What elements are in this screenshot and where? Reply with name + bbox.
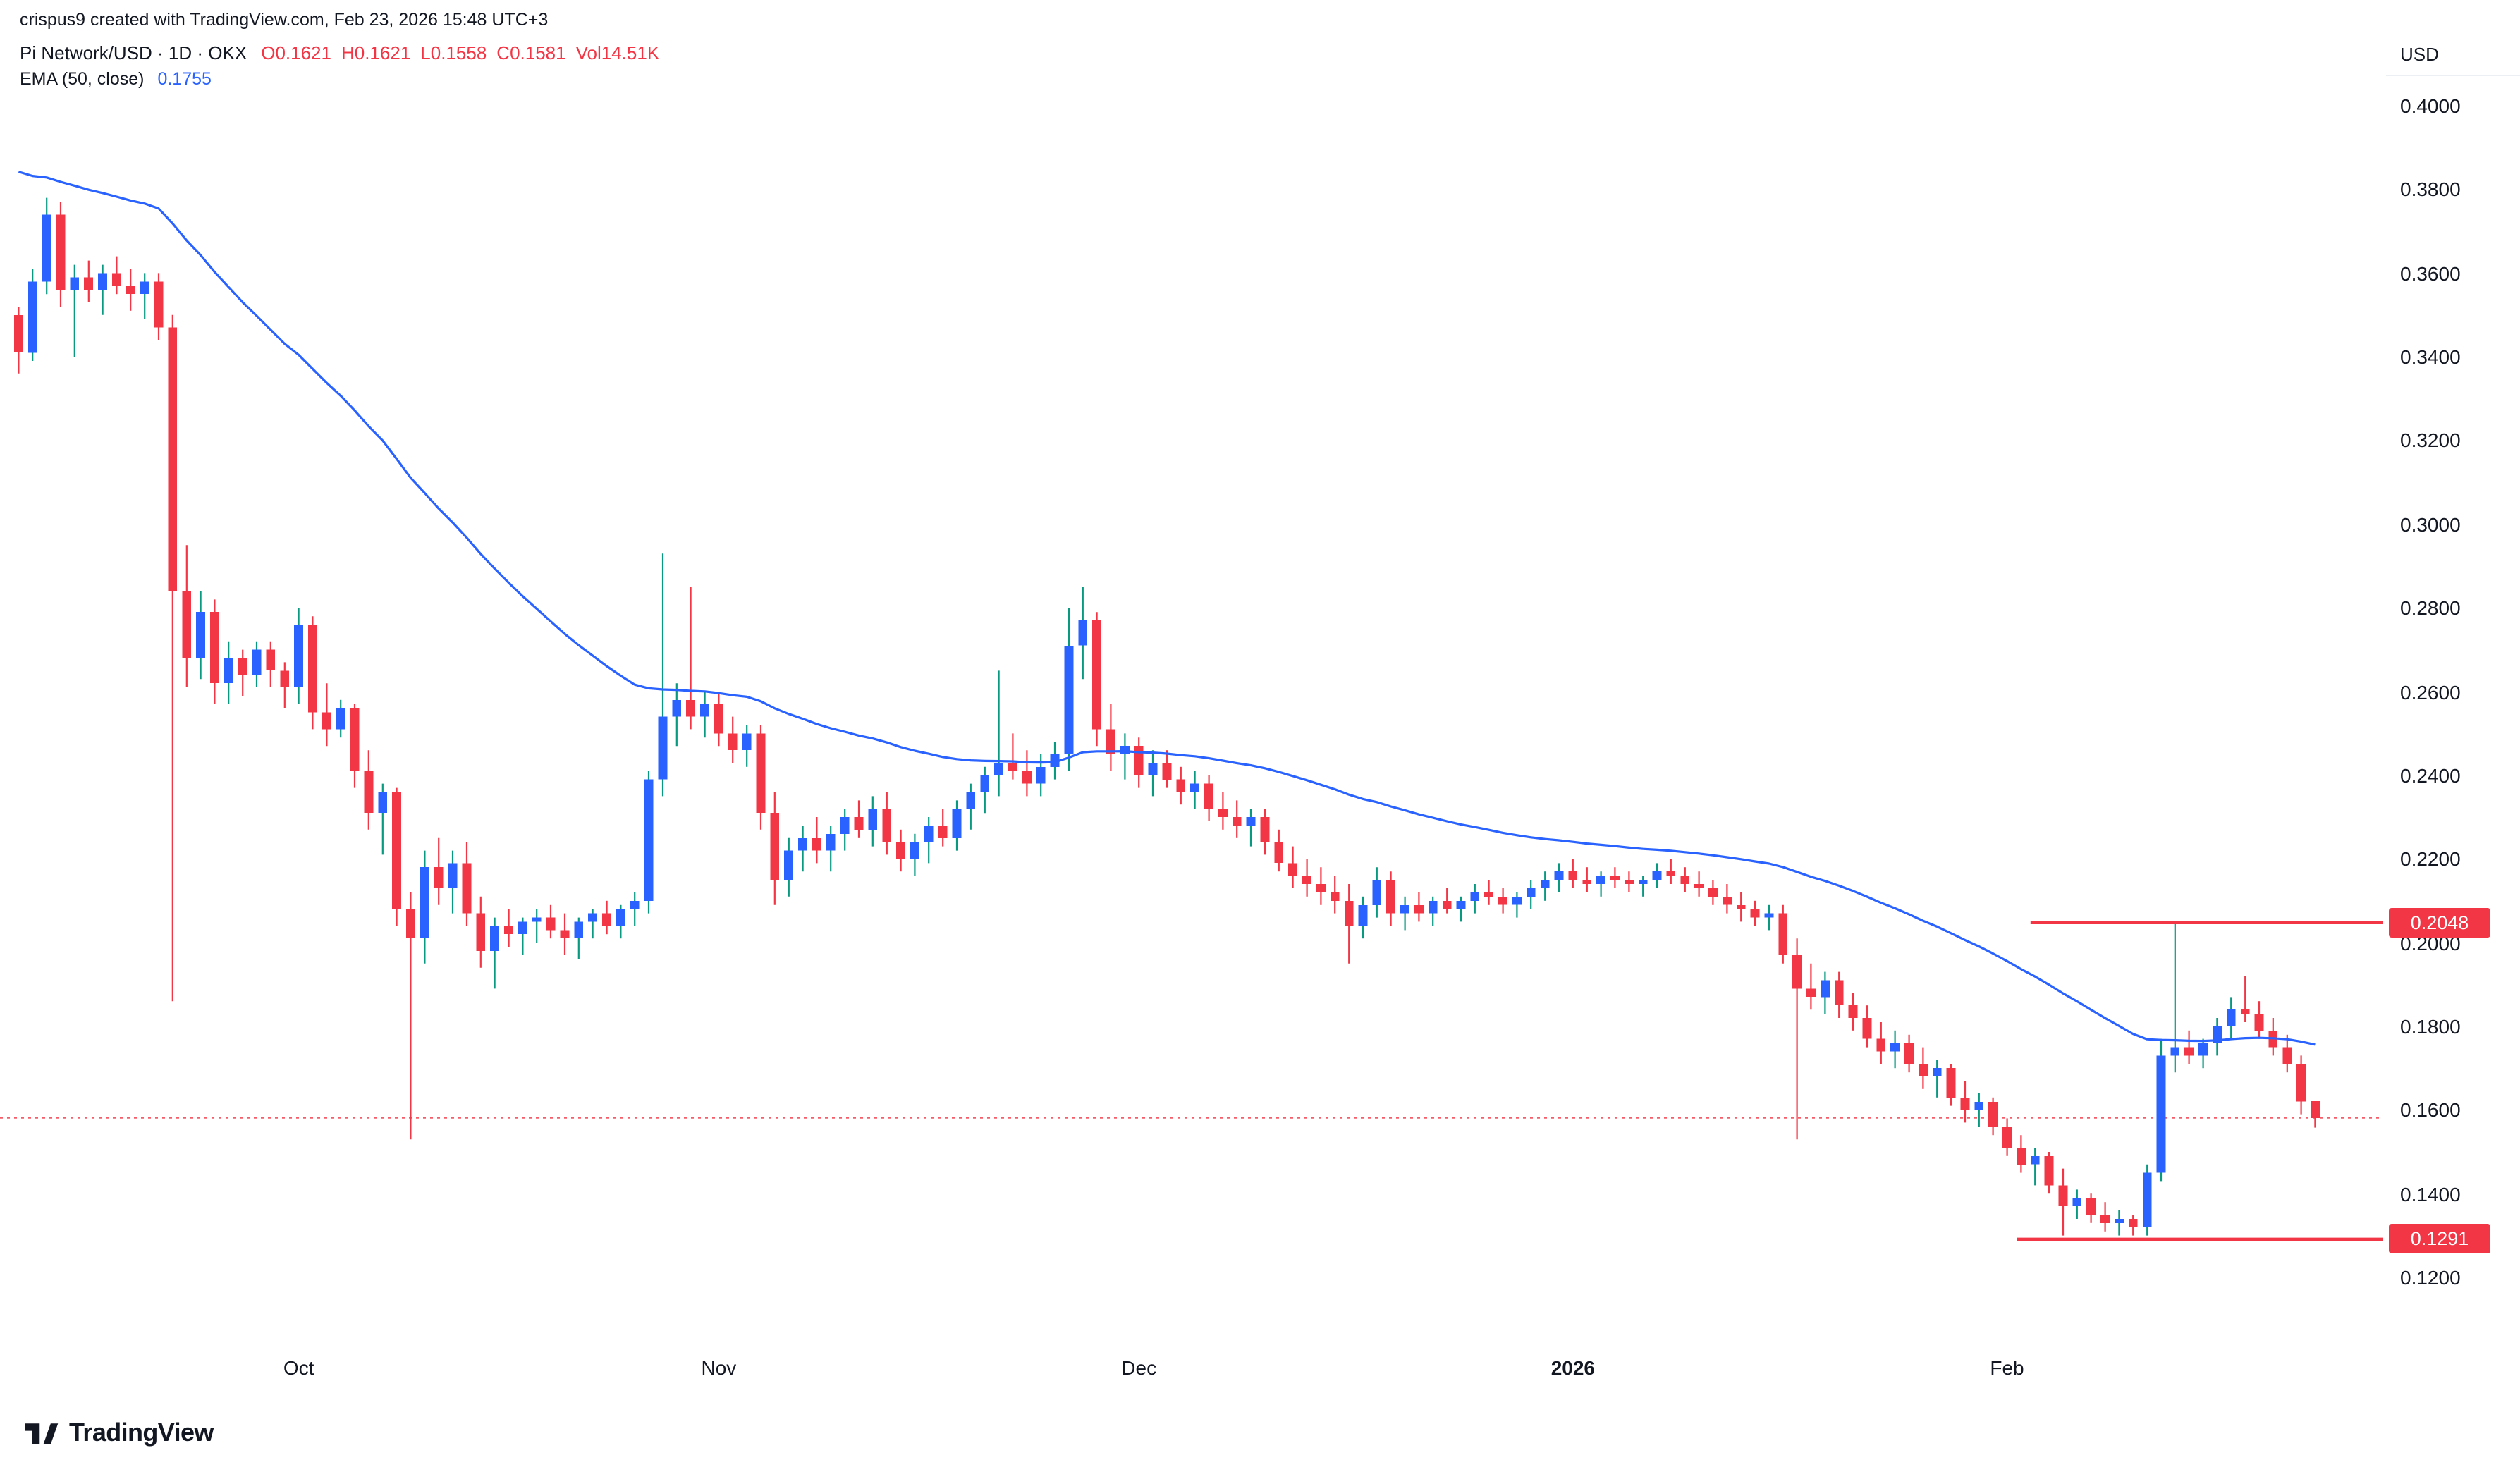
price-tick-label: 0.2200 — [2400, 847, 2461, 871]
time-tick-label: Dec — [1121, 1356, 1157, 1379]
ema-value: 0.1755 — [157, 69, 212, 89]
axis-separator — [2386, 75, 2520, 76]
ema-line[interactable] — [18, 171, 2316, 1046]
ema-legend: EMA (50, close) 0.1755 — [20, 69, 212, 89]
price-tick-label: 0.1800 — [2400, 1014, 2461, 1038]
currency-label: USD — [2400, 44, 2439, 65]
time-axis[interactable]: Oct Nov Dec 2026 Feb — [0, 1356, 2383, 1390]
price-tick-label: 0.3600 — [2400, 262, 2461, 285]
price-tick-label: 0.1600 — [2400, 1098, 2461, 1122]
price-tick-label: 0.2600 — [2400, 680, 2461, 703]
price-level-badge: 0.1291 — [2389, 1224, 2490, 1254]
attribution-text: crispus9 created with TradingView.com, F… — [20, 10, 549, 30]
price-tick-label: 0.3800 — [2400, 178, 2461, 201]
volume-value: 14.51K — [601, 42, 660, 63]
symbol-legend: Pi Network/USD · 1D · OKX O0.1621 H0.162… — [20, 42, 669, 63]
ohlc-high: H0.1621 — [341, 42, 411, 63]
brand-name: TradingView — [69, 1418, 214, 1447]
symbol-title[interactable]: Pi Network/USD · 1D · OKX — [20, 42, 247, 63]
price-axis[interactable]: USD 0.4000 0.3800 0.3600 0.3400 0.3200 0.3000… — [2386, 0, 2520, 1479]
price-tick-label: 0.2400 — [2400, 763, 2461, 787]
price-tick-label: 0.1200 — [2400, 1266, 2461, 1289]
price-tick-label: 0.4000 — [2400, 94, 2461, 117]
time-tick-label: Feb — [1990, 1356, 2024, 1379]
price-tick-label: 0.2800 — [2400, 596, 2461, 620]
time-tick-label: Oct — [283, 1356, 314, 1379]
time-tick-label: 2026 — [1550, 1356, 1595, 1379]
price-tick-label: 0.1400 — [2400, 1182, 2461, 1205]
price-tick-label: 0.3000 — [2400, 513, 2461, 536]
volume-readout: Vol14.51K — [576, 42, 660, 63]
price-tick-label: 0.3400 — [2400, 345, 2461, 369]
price-level-badge: 0.2048 — [2389, 907, 2490, 938]
time-tick-label: Nov — [701, 1356, 737, 1379]
ohlc-open: O0.1621 — [261, 42, 331, 63]
price-tick-label: 0.3200 — [2400, 429, 2461, 452]
tradingview-logo-icon — [25, 1423, 59, 1444]
ema-label[interactable]: EMA (50, close) — [20, 69, 145, 89]
tradingview-logo[interactable]: TradingView — [23, 1418, 214, 1448]
volume-label: Vol — [575, 42, 601, 63]
ohlc-low: L0.1558 — [420, 42, 487, 63]
ohlc-close: C0.1581 — [496, 42, 566, 63]
candlestick-chart[interactable] — [0, 0, 2383, 1479]
